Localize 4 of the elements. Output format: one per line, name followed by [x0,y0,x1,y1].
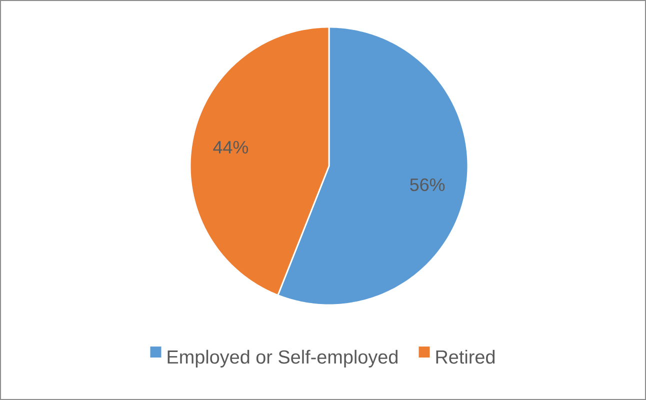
data-label: 44% [213,140,248,154]
data-label: 56% [410,178,445,192]
legend-label: Retired [436,350,495,364]
legend-label: Employed or Self-employed [168,350,398,368]
